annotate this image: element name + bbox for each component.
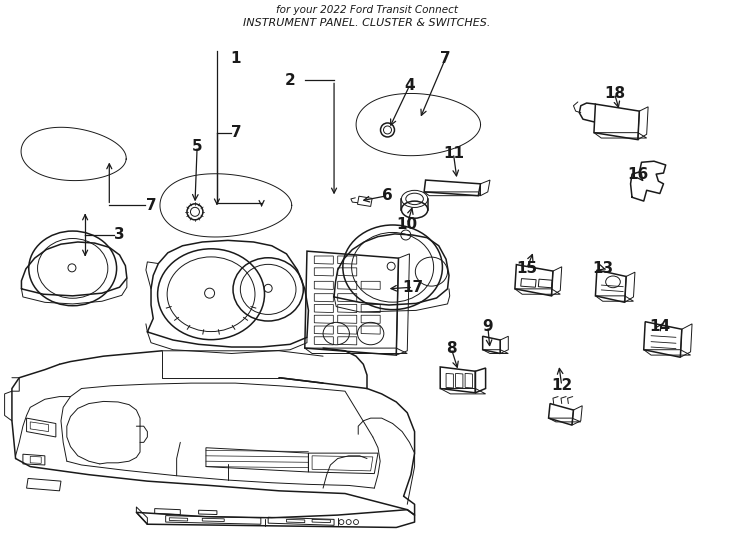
Text: INSTRUMENT PANEL. CLUSTER & SWITCHES.: INSTRUMENT PANEL. CLUSTER & SWITCHES. <box>243 18 491 28</box>
Text: 10: 10 <box>396 217 418 232</box>
Text: 4: 4 <box>404 78 415 93</box>
Text: 18: 18 <box>604 86 625 101</box>
Text: 16: 16 <box>628 167 649 181</box>
Text: 7: 7 <box>146 198 156 213</box>
Text: 15: 15 <box>516 261 537 276</box>
Text: 3: 3 <box>115 227 125 242</box>
Text: 8: 8 <box>446 341 457 356</box>
Text: 6: 6 <box>382 188 393 203</box>
Text: 12: 12 <box>551 379 573 393</box>
Text: 9: 9 <box>482 319 493 334</box>
Text: 7: 7 <box>231 125 242 140</box>
Text: 13: 13 <box>592 261 614 276</box>
Text: for your 2022 Ford Transit Connect: for your 2022 Ford Transit Connect <box>276 5 458 15</box>
Text: 2: 2 <box>285 73 296 88</box>
Text: 7: 7 <box>440 51 451 66</box>
Text: 11: 11 <box>443 146 464 160</box>
Text: 5: 5 <box>192 139 203 153</box>
Text: 1: 1 <box>230 51 241 66</box>
Text: 14: 14 <box>650 319 670 334</box>
Text: 17: 17 <box>402 280 424 295</box>
